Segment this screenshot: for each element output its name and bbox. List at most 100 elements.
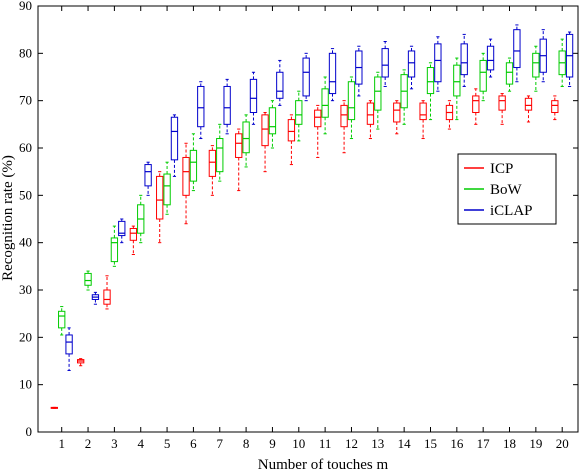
box-iqr [393, 102, 401, 123]
box-iclap-6 [197, 81, 205, 140]
box-iqr [486, 45, 495, 71]
box-iclap-3 [118, 218, 126, 244]
box-icp-4 [129, 225, 138, 255]
box-iqr [84, 272, 92, 286]
box-iclap-17 [486, 38, 495, 78]
box-icp-7 [208, 145, 217, 196]
series-bow [58, 38, 566, 336]
box-iqr [65, 334, 73, 355]
box-iclap-5 [170, 114, 179, 177]
x-tick-label: 8 [243, 436, 250, 451]
box-iclap-18 [513, 24, 521, 83]
box-iqr [170, 116, 179, 161]
box-bow-10 [295, 90, 303, 142]
box-iqr [156, 175, 164, 220]
box-iqr [419, 102, 427, 121]
y-tick-label: 90 [19, 0, 32, 13]
box-iqr [314, 109, 322, 128]
box-iqr [381, 48, 389, 78]
box-icp-15 [419, 100, 427, 140]
x-tick-label: 4 [137, 436, 144, 451]
box-bow-16 [453, 57, 461, 121]
box-iqr [340, 104, 348, 128]
box-iqr [261, 114, 269, 147]
box-iqr [268, 107, 277, 135]
box-bow-9 [268, 100, 277, 149]
box-iqr [216, 138, 224, 173]
box-bow-8 [242, 114, 250, 168]
y-tick-label: 60 [19, 140, 32, 155]
plot-border [37, 5, 579, 433]
box-iqr [189, 149, 198, 182]
x-tick-label: 12 [345, 436, 358, 451]
box-iqr [551, 100, 559, 113]
box-bow-6 [189, 133, 198, 192]
box-icp-2 [77, 358, 85, 367]
box-iqr [249, 78, 258, 114]
box-iqr [434, 43, 442, 83]
x-tick-label: 2 [85, 436, 92, 451]
box-iclap-10 [302, 52, 310, 102]
y-axis-title: Recognition rate (%) [0, 155, 16, 281]
box-icp-1 [50, 406, 58, 409]
box-iqr [302, 57, 310, 97]
box-iclap-19 [539, 29, 547, 83]
box-icp-14 [393, 100, 401, 135]
box-iclap-1 [65, 327, 73, 371]
x-tick-label: 3 [111, 436, 118, 451]
box-iqr [532, 52, 540, 78]
box-iqr [144, 164, 152, 187]
box-iqr [110, 237, 119, 263]
x-tick-label: 17 [477, 436, 491, 451]
box-iclap-14 [407, 45, 416, 90]
box-icp-11 [314, 104, 322, 158]
box-iqr [460, 43, 468, 76]
x-tick-label: 16 [450, 436, 464, 451]
box-iclap-8 [249, 71, 258, 125]
box-iqr [453, 64, 461, 97]
y-axis: 0 10 20 30 40 50 60 70 80 90 [19, 0, 578, 439]
box-iqr [295, 100, 303, 125]
box-iqr [223, 85, 231, 125]
box-iqr [287, 119, 296, 142]
x-tick-label: 15 [424, 436, 437, 451]
box-iclap-13 [381, 41, 389, 87]
box-bow-19 [532, 45, 540, 92]
box-icp-10 [287, 114, 296, 166]
box-iqr [374, 76, 382, 111]
box-iclap-9 [276, 59, 284, 106]
box-iqr [366, 102, 375, 125]
x-axis-title: Number of touches m [258, 457, 389, 472]
box-bow-7 [216, 123, 224, 182]
series-iclap [65, 24, 574, 371]
plot-frame [37, 5, 579, 433]
box-icp-12 [340, 100, 348, 154]
x-tick-label: 14 [398, 436, 412, 451]
box-icp-6 [182, 142, 190, 225]
box-iclap-16 [460, 33, 468, 87]
box-icp-18 [498, 93, 506, 125]
y-tick-label: 80 [19, 45, 32, 60]
box-bow-12 [347, 76, 356, 140]
box-iqr [118, 220, 126, 237]
box-iqr [472, 95, 480, 113]
box-iqr [197, 85, 205, 128]
box-bow-14 [400, 69, 408, 125]
box-icp-5 [156, 171, 164, 244]
box-iclap-20 [565, 31, 574, 87]
box-iqr [328, 52, 337, 95]
x-tick-label: 20 [556, 436, 569, 451]
legend: ICP BoW iCLAP [457, 153, 557, 225]
x-axis: 1 2 3 4 5 6 7 8 9 10 11 12 13 14 15 16 17 18 19 20 [58, 6, 569, 451]
box-iqr [505, 62, 514, 85]
box-bow-17 [479, 52, 487, 102]
x-tick-label: 7 [217, 436, 224, 451]
x-tick-label: 19 [529, 436, 542, 451]
box-iqr [407, 50, 416, 78]
box-iqr [524, 97, 533, 111]
box-iqr [182, 156, 190, 196]
series-icp [50, 88, 559, 409]
box-iqr [103, 289, 111, 305]
y-tick-label: 70 [19, 93, 32, 108]
